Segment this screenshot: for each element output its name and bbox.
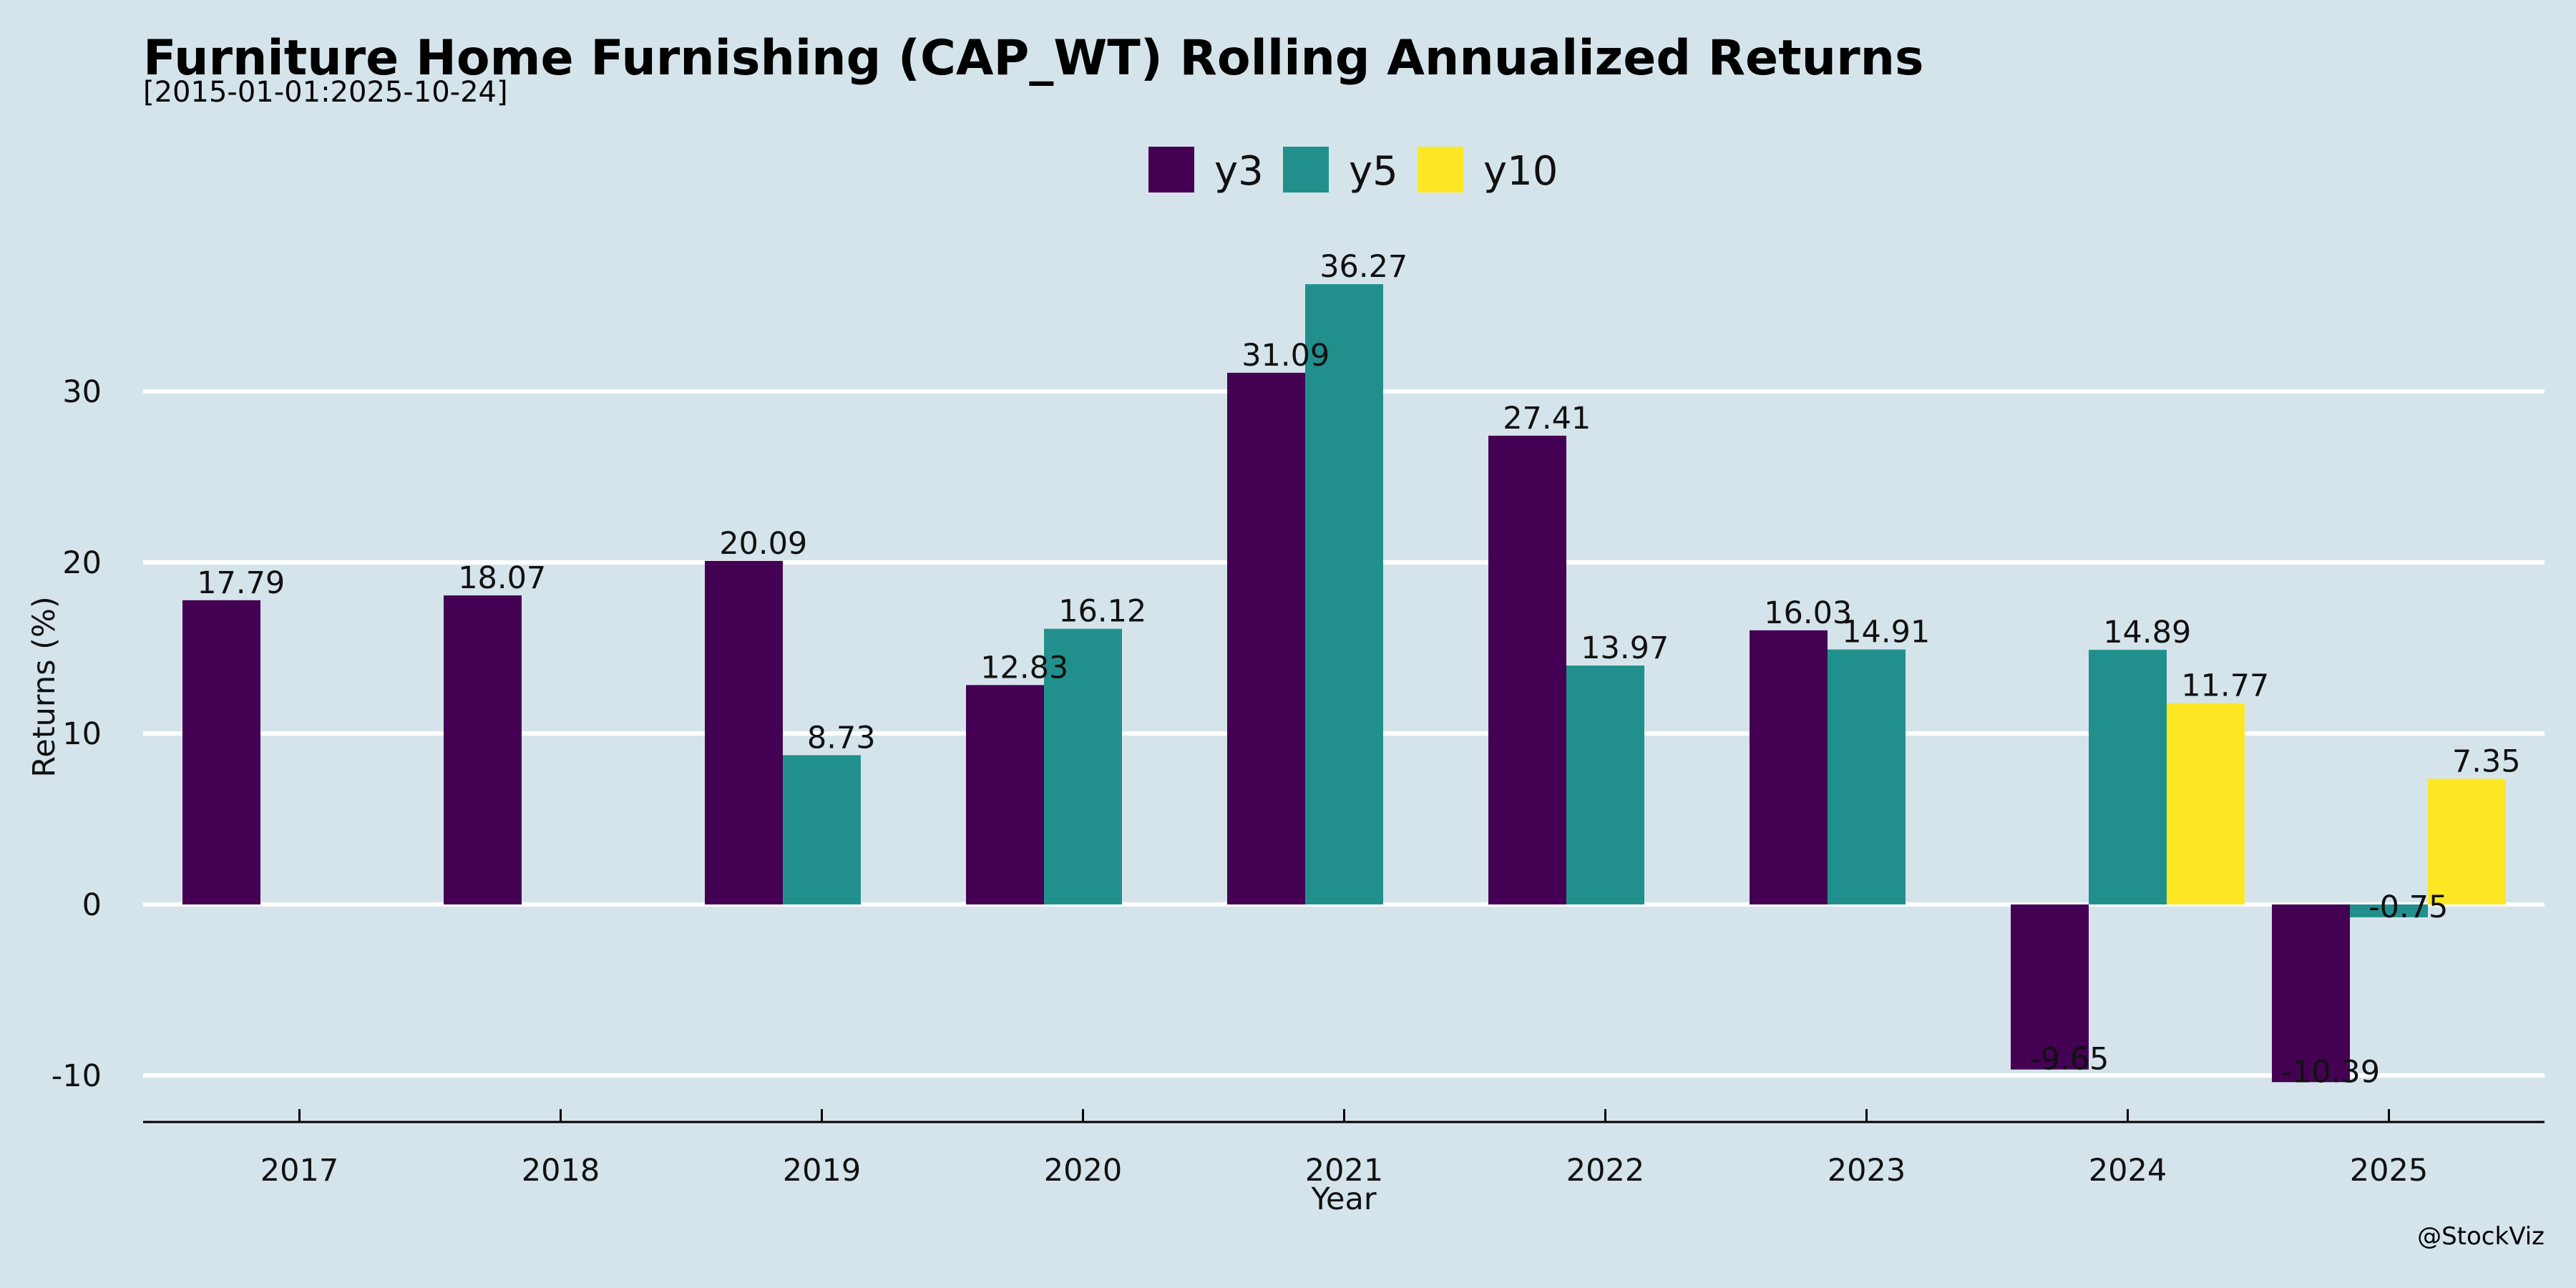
bar-y3-2021 bbox=[1227, 372, 1305, 904]
x-tick-label: 2017 bbox=[260, 1153, 338, 1189]
legend-label-y5: y5 bbox=[1349, 148, 1398, 195]
y-tick-label: 0 bbox=[82, 887, 102, 923]
bar-y3-2017 bbox=[182, 600, 260, 904]
data-label-y10-2025: 7.35 bbox=[2452, 743, 2521, 779]
data-label-y3-2018: 18.07 bbox=[458, 560, 546, 596]
bar-y3-2025 bbox=[2272, 904, 2350, 1083]
bar-y3-2020 bbox=[966, 685, 1044, 904]
y-tick-label: 10 bbox=[62, 716, 102, 752]
data-label-y3-2024: -9.65 bbox=[2029, 1042, 2109, 1078]
x-axis-label: Year bbox=[1310, 1181, 1376, 1217]
bar-y5-2019 bbox=[783, 755, 861, 904]
bar-y3-2019 bbox=[705, 560, 783, 904]
data-label-y3-2023: 16.03 bbox=[1764, 595, 1852, 631]
data-label-y5-2022: 13.97 bbox=[1581, 630, 1669, 666]
y-tick-label: 20 bbox=[62, 545, 102, 581]
x-tick-label: 2018 bbox=[522, 1153, 600, 1189]
x-tick-label: 2020 bbox=[1044, 1153, 1122, 1189]
data-label-y5-2019: 8.73 bbox=[807, 720, 876, 756]
bar-y5-2025 bbox=[2350, 904, 2428, 917]
data-label-y3-2019: 20.09 bbox=[719, 526, 807, 562]
data-label-y5-2020: 16.12 bbox=[1058, 594, 1146, 630]
x-tick-label: 2025 bbox=[2350, 1153, 2428, 1189]
data-labels: 17.79 18.07 20.09 8.73 12.83 16.12 31.09 36.27 2… bbox=[197, 249, 2520, 1090]
y-axis-label: Returns (%) bbox=[26, 596, 62, 777]
data-label-y3-2025: -10.39 bbox=[2280, 1054, 2380, 1090]
data-label-y5-2025: -0.75 bbox=[2368, 889, 2448, 925]
legend-label-y3: y3 bbox=[1214, 148, 1264, 195]
chart-subtitle: [2015-01-01:2025-10-24] bbox=[143, 76, 508, 109]
bar-y5-2021 bbox=[1305, 284, 1383, 905]
data-label-y5-2024: 14.89 bbox=[2103, 615, 2191, 650]
bar-y3-2024 bbox=[2011, 904, 2089, 1070]
data-label-y10-2024: 11.77 bbox=[2181, 668, 2269, 704]
bar-y5-2024 bbox=[2089, 650, 2167, 904]
bar-y3-2023 bbox=[1750, 630, 1828, 904]
y-tick-label: 30 bbox=[62, 374, 102, 410]
bars bbox=[182, 284, 2506, 1083]
credit-label: @StockViz bbox=[2417, 1222, 2545, 1251]
data-label-y5-2023: 14.91 bbox=[1842, 615, 1930, 650]
chart-legend: y3 y5 y10 bbox=[1148, 147, 1558, 195]
x-axis: 2017 2018 2019 2020 2021 2022 2023 2024 2025 Year bbox=[143, 1109, 2545, 1217]
bar-y3-2018 bbox=[444, 595, 522, 904]
bar-y10-2025 bbox=[2428, 779, 2506, 904]
bar-y5-2023 bbox=[1828, 649, 1906, 904]
bar-y5-2020 bbox=[1044, 628, 1122, 904]
x-tick-label: 2024 bbox=[2089, 1153, 2167, 1189]
x-tick-label: 2021 bbox=[1305, 1153, 1383, 1189]
y-axis: -10 0 10 20 30 Returns (%) bbox=[26, 374, 102, 1094]
data-label-y3-2022: 27.41 bbox=[1503, 401, 1591, 436]
legend-label-y10: y10 bbox=[1483, 148, 1558, 195]
x-tick-label: 2022 bbox=[1566, 1153, 1644, 1189]
legend-swatch-y10 bbox=[1418, 147, 1463, 192]
bar-y3-2022 bbox=[1488, 435, 1566, 904]
chart-title: Furniture Home Furnishing (CAP_WT) Rolli… bbox=[143, 30, 1924, 87]
x-tick-label: 2019 bbox=[783, 1153, 861, 1189]
legend-swatch-y3 bbox=[1148, 147, 1194, 192]
data-label-y3-2020: 12.83 bbox=[980, 650, 1068, 686]
data-label-y5-2021: 36.27 bbox=[1319, 249, 1407, 285]
y-tick-label: -10 bbox=[52, 1058, 102, 1094]
bar-y5-2022 bbox=[1566, 665, 1644, 904]
bar-y10-2024 bbox=[2167, 703, 2245, 904]
legend-swatch-y5 bbox=[1283, 147, 1329, 192]
x-tick-label: 2023 bbox=[1828, 1153, 1906, 1189]
data-label-y3-2017: 17.79 bbox=[197, 565, 285, 601]
data-label-y3-2021: 31.09 bbox=[1241, 338, 1330, 374]
